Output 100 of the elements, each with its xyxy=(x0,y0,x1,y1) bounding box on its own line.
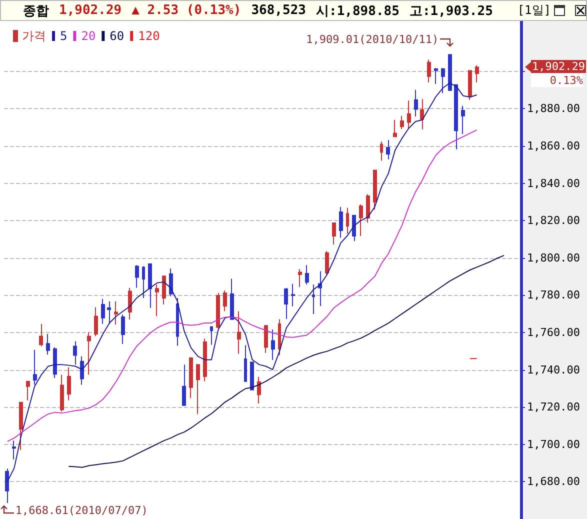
candlestick xyxy=(53,346,57,378)
annotation: 1,668.61(2010/07/07) xyxy=(15,504,148,517)
candlestick xyxy=(60,374,64,412)
candlestick xyxy=(128,287,132,320)
candlestick xyxy=(427,59,431,83)
legend-label: 60 xyxy=(110,29,124,43)
candlestick xyxy=(312,284,315,315)
candlestick xyxy=(318,270,322,306)
candlestick xyxy=(135,264,139,288)
candlestick xyxy=(244,344,247,382)
candlestick xyxy=(203,338,207,382)
candlestick xyxy=(67,366,71,401)
candlestick xyxy=(332,222,336,245)
candlestick xyxy=(325,250,329,275)
candlestick xyxy=(454,84,458,150)
candlestick xyxy=(386,140,390,160)
candlestick xyxy=(250,362,254,390)
legend-label: 가격 xyxy=(22,29,46,43)
candlestick xyxy=(216,292,220,330)
text: 고:1,903.25 xyxy=(409,2,493,20)
candlestick xyxy=(448,54,452,91)
candlestick xyxy=(298,268,302,288)
candlestick xyxy=(94,306,98,337)
candlestick xyxy=(414,89,418,117)
candlestick xyxy=(107,300,111,324)
candlestick xyxy=(148,263,152,308)
y-tick-label: 1,700.00 xyxy=(527,438,580,451)
candlestick xyxy=(142,266,145,298)
candlestick xyxy=(73,340,77,366)
legend-label: 20 xyxy=(81,29,96,43)
line-series xyxy=(6,82,478,482)
y-tick-label: 1,820.00 xyxy=(527,214,580,228)
candlestick xyxy=(434,68,438,85)
candlestick xyxy=(393,119,397,138)
text: 시:1,898.85 xyxy=(316,2,400,20)
y-tick-label: 1,780.00 xyxy=(527,288,580,302)
candlestick xyxy=(182,364,186,406)
candlestick xyxy=(366,194,370,224)
candlestick xyxy=(468,70,472,100)
candlestick xyxy=(87,332,91,376)
candlestick xyxy=(271,329,275,360)
candlestick xyxy=(346,207,349,234)
candlestick xyxy=(237,310,241,354)
candlestick xyxy=(257,376,261,404)
candlestick xyxy=(101,298,105,324)
candlestick xyxy=(305,264,309,286)
candlestick xyxy=(461,105,465,135)
text: 1,902.29 xyxy=(59,3,122,18)
candlestick xyxy=(80,356,84,386)
candlestick xyxy=(278,318,281,356)
candlestick xyxy=(169,268,173,297)
y-tick-label: 1,860.00 xyxy=(527,139,580,152)
candlestick xyxy=(196,364,200,414)
text: 0.13% xyxy=(531,74,583,88)
candlestick xyxy=(210,326,213,346)
y-tick-label: 1,760.00 xyxy=(527,326,580,339)
candlestick xyxy=(19,402,23,450)
y-tick-label: 1,680.00 xyxy=(527,475,580,488)
text: ▲ 2.53 (0.13%) xyxy=(132,3,242,18)
candlestick xyxy=(5,468,9,504)
text: 1,902.29 xyxy=(531,60,586,74)
y-tick-label: 1,840.00 xyxy=(527,176,580,190)
candlestick xyxy=(475,64,479,83)
candlestick xyxy=(121,314,125,345)
legend-label: 120 xyxy=(138,29,160,43)
candlestick xyxy=(339,206,343,238)
annotation: 1,909.01(2010/10/11) xyxy=(306,32,439,46)
text: [1일] xyxy=(517,2,551,19)
candlestick xyxy=(39,323,43,347)
candlestick xyxy=(380,141,383,162)
candlestick xyxy=(230,278,234,320)
candlestick xyxy=(155,284,159,317)
candlestick xyxy=(284,287,288,320)
candlestick xyxy=(114,300,118,326)
candlestick xyxy=(189,356,193,398)
y-tick-label: 1,720.00 xyxy=(527,400,580,414)
candlestick xyxy=(373,170,377,210)
candlestick xyxy=(26,380,30,401)
y-tick-label: 1,880.00 xyxy=(527,102,580,116)
y-tick-label: 1,740.00 xyxy=(527,363,580,376)
candlestick xyxy=(441,68,445,94)
candlestick xyxy=(420,98,424,130)
candlestick xyxy=(223,290,227,312)
candlestick xyxy=(46,333,50,356)
chart-title: 종합 xyxy=(23,2,49,20)
line-series xyxy=(6,129,478,442)
candlestick xyxy=(162,276,166,306)
candlestick xyxy=(33,350,37,386)
candlestick xyxy=(352,214,356,242)
candlestick xyxy=(407,100,411,130)
candlestick xyxy=(291,283,295,307)
candlestick xyxy=(400,115,404,130)
candlestick xyxy=(264,325,268,354)
line-series xyxy=(68,254,504,468)
candlestick xyxy=(176,297,179,346)
legend-label: 5 xyxy=(60,29,68,43)
y-tick-label: 1,800.00 xyxy=(527,251,580,264)
text: 368,523 xyxy=(251,3,306,18)
candlestick xyxy=(359,204,363,237)
candlestick xyxy=(12,440,16,460)
